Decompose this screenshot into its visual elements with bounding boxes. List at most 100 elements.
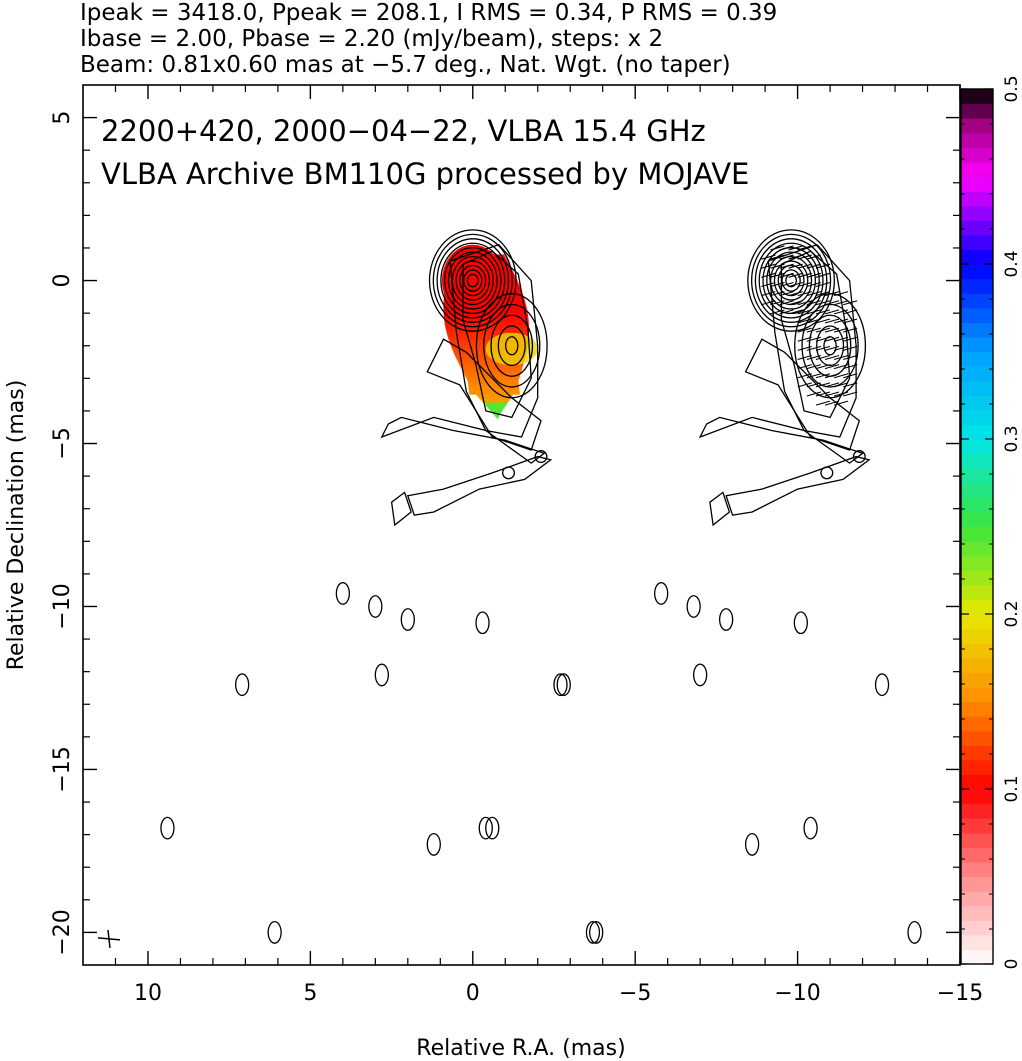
- polarization-vector: [806, 291, 821, 297]
- beam-minor: [107, 929, 111, 949]
- polarization-vector: [833, 291, 849, 297]
- polarization-strip: [468, 388, 520, 391]
- colorbar-band: [961, 482, 993, 498]
- polarization-vector: [806, 382, 821, 388]
- colorbar-band: [961, 803, 993, 819]
- polarization-strip: [480, 398, 510, 401]
- colorbar-band: [961, 322, 993, 338]
- polarization-vector: [797, 309, 812, 315]
- polarization-vector: [788, 272, 803, 278]
- colorbar-band: [961, 409, 993, 426]
- jet-contour: [801, 303, 859, 388]
- colorbar-band: [961, 759, 993, 776]
- envelope-contour: [406, 455, 553, 516]
- envelope-contour: [709, 491, 731, 527]
- colorbar-band: [961, 103, 993, 119]
- polarization-vector: [797, 254, 812, 260]
- colorbar-band: [961, 818, 993, 834]
- polarization-vector: [806, 309, 821, 315]
- polarization-vector: [797, 327, 812, 333]
- colorbar-band: [961, 278, 993, 294]
- colorbar-band: [961, 220, 993, 236]
- core-contour: [766, 251, 817, 310]
- colorbar-tick-label: 0.3: [1002, 425, 1022, 452]
- colorbar-band: [961, 161, 993, 178]
- left-panel-contours: [380, 229, 553, 527]
- core-contour: [750, 233, 832, 328]
- polarization-vector: [815, 345, 831, 351]
- polarization-vector: [797, 272, 812, 278]
- envelope-contour: [462, 250, 532, 419]
- polarization-vector: [797, 318, 812, 324]
- polarization-vector: [770, 291, 785, 297]
- polarization-strip: [476, 394, 513, 397]
- polarization-strip: [447, 334, 529, 337]
- polarization-vector: [806, 300, 821, 306]
- colorbar-tick-label: 0.2: [1002, 600, 1022, 627]
- y-tick-label: −5: [50, 427, 75, 459]
- jet-contour: [483, 303, 541, 388]
- polarization-strip: [448, 336, 529, 339]
- polarization-vector: [815, 300, 831, 306]
- polarization-vector: [770, 254, 785, 260]
- polarization-strip: [491, 410, 502, 413]
- noise-contour: [478, 816, 493, 840]
- jet-contour: [816, 325, 845, 367]
- noise-contour: [654, 582, 669, 605]
- core-contour: [466, 273, 479, 288]
- polarization-vector: [815, 263, 831, 269]
- polarization-vector: [824, 391, 840, 397]
- polarization-strip: [446, 332, 529, 335]
- colorbar-band: [961, 686, 993, 703]
- polarization-vector: [779, 281, 794, 287]
- colorbar-band: [961, 89, 993, 105]
- polarization-strip: [446, 330, 529, 333]
- colorbar-band: [961, 118, 993, 134]
- polarization-vector: [779, 254, 794, 260]
- beam-marker: [97, 929, 121, 949]
- polarization-vector: [806, 263, 821, 269]
- polarization-vector: [806, 272, 821, 278]
- jet-contour: [794, 293, 867, 399]
- polarization-vector: [815, 382, 831, 388]
- y-axis-label: Relative Declination (mas): [4, 380, 29, 671]
- jet-contour: [823, 336, 837, 356]
- polarization-strip: [482, 400, 509, 403]
- x-axis-label: Relative R.A. (mas): [416, 1036, 625, 1061]
- colorbar-band: [961, 701, 993, 717]
- colorbar-band: [961, 497, 993, 513]
- polarization-vector: [770, 263, 785, 269]
- colorbar-band: [961, 336, 993, 353]
- colorbar-band: [961, 132, 993, 148]
- y-tick-label: −20: [50, 909, 75, 955]
- polarization-vector: [815, 364, 831, 370]
- noise-contour: [693, 663, 708, 687]
- polarization-vector: [824, 382, 840, 388]
- polarization-strip: [465, 376, 520, 379]
- polarization-vector: [843, 354, 858, 361]
- polarization-vector: [761, 254, 776, 260]
- colorbar-tick-label: 0: [1002, 959, 1022, 970]
- polarization-vector: [788, 254, 803, 260]
- polarization-vector: [806, 254, 821, 260]
- polarization-vector: [833, 373, 849, 379]
- polarization-vector: [833, 364, 849, 370]
- polarization-vector: [843, 391, 858, 397]
- noise-contour: [907, 921, 922, 944]
- polarization-vector: [797, 291, 812, 297]
- colorbar-band: [961, 570, 993, 586]
- polarization-vector: [815, 373, 831, 379]
- polarization-vector: [815, 318, 831, 324]
- polarization-strip: [468, 386, 520, 389]
- polarization-vector: [761, 263, 776, 269]
- polarization-vector: [779, 309, 794, 315]
- envelope-contour: [390, 491, 412, 527]
- core-contour: [432, 233, 513, 328]
- polarization-vector: [797, 364, 812, 370]
- polarization-vector: [788, 300, 803, 306]
- polarization-vector: [806, 364, 821, 370]
- noise-contour: [368, 595, 383, 618]
- envelope-contour: [698, 416, 864, 464]
- colorbar-band: [961, 847, 993, 863]
- polarization-strip: [494, 414, 500, 417]
